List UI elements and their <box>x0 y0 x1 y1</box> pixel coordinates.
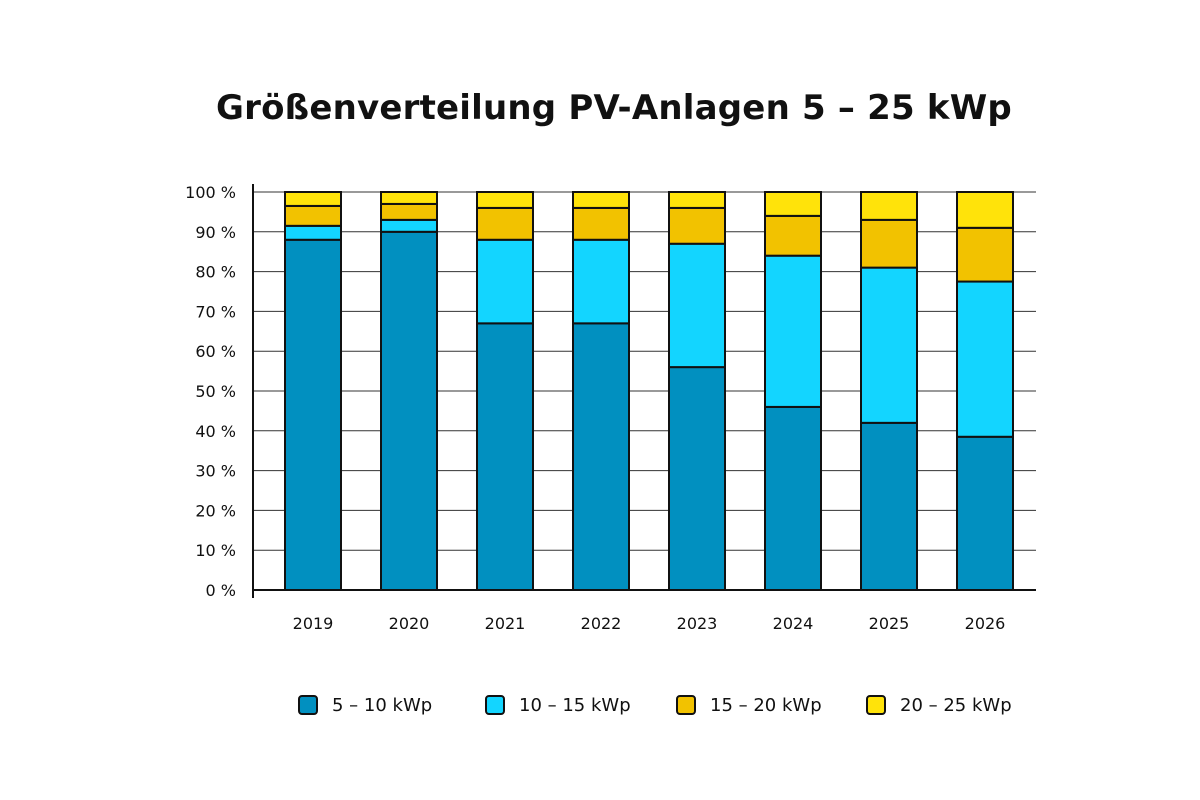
bar-segment <box>572 191 630 209</box>
bar-segment <box>284 204 342 227</box>
bar-segment <box>860 191 918 221</box>
bar-segment <box>860 266 918 424</box>
y-tick-label: 70 % <box>195 302 236 321</box>
legend-item: 5 – 10 kWp <box>298 690 432 720</box>
bar-segment <box>476 238 534 325</box>
y-tick-label: 20 % <box>195 501 236 520</box>
x-tick-label: 2024 <box>773 614 814 633</box>
legend: 5 – 10 kWp 10 – 15 kWp 15 – 20 kWp 20 – 25 … <box>0 690 1200 720</box>
y-tick-label: 50 % <box>195 382 236 401</box>
bar-segment <box>476 322 534 591</box>
bar-segment <box>380 218 438 233</box>
y-tick-label: 30 % <box>195 462 236 481</box>
x-tick-label: 2020 <box>389 614 430 633</box>
stacked-bar-chart: 0 % 10 % 20 % 30 % 40 % 50 % 60 % 70 % 80 % 90 % 1… <box>185 183 1036 633</box>
legend-swatch <box>866 695 886 715</box>
y-tick-label: 40 % <box>195 422 236 441</box>
bar-segment <box>284 224 342 241</box>
bar-segment <box>668 206 726 245</box>
bar-segment <box>476 191 534 209</box>
bar-segment <box>764 405 822 592</box>
x-tick-label: 2023 <box>677 614 718 633</box>
y-tick-labels: 0 % 10 % 20 % 30 % 40 % 50 % 60 % 70 % 80 % 90 % 1… <box>185 183 236 600</box>
legend-swatch <box>298 695 318 715</box>
bar-segment <box>764 214 822 257</box>
legend-swatch <box>676 695 696 715</box>
bar-segment <box>380 202 438 221</box>
bar-segment <box>956 226 1014 283</box>
legend-label: 15 – 20 kWp <box>710 694 822 716</box>
bar-segment <box>668 366 726 591</box>
x-tick-label: 2026 <box>965 614 1006 633</box>
y-tick-label: 10 % <box>195 541 236 560</box>
x-tick-label: 2022 <box>581 614 622 633</box>
bar-segment <box>956 280 1014 438</box>
bar-segment <box>956 191 1014 229</box>
bar-segment <box>572 206 630 241</box>
y-tick-label: 100 % <box>185 183 236 202</box>
gridlines <box>253 191 1036 551</box>
bar-segment <box>764 191 822 217</box>
bar-segment <box>476 206 534 241</box>
bar-segment <box>668 191 726 209</box>
legend-item: 10 – 15 kWp <box>485 690 631 720</box>
axes <box>252 184 1036 598</box>
bar-segment <box>860 421 918 591</box>
legend-label: 10 – 15 kWp <box>519 694 631 716</box>
bar-segment <box>284 238 342 591</box>
x-tick-labels: 2019 2020 2021 2022 2023 2024 2025 2026 <box>293 614 1006 633</box>
legend-label: 5 – 10 kWp <box>332 694 433 716</box>
bar-segment <box>860 218 918 269</box>
chart-title: Größenverteilung PV-Anlagen 5 – 25 kWp <box>216 88 1012 128</box>
bar-segment <box>380 191 438 205</box>
bar-segment <box>572 322 630 591</box>
bar-segment <box>764 254 822 408</box>
y-tick-label: 90 % <box>195 223 236 242</box>
y-tick-label: 80 % <box>195 263 236 282</box>
x-tick-label: 2019 <box>293 614 334 633</box>
legend-label: 20 – 25 kWp <box>900 694 1012 716</box>
bar-segment <box>572 238 630 325</box>
y-tick-label: 60 % <box>195 342 236 361</box>
y-tick-label: 0 % <box>206 581 236 600</box>
x-tick-label: 2021 <box>485 614 526 633</box>
bars <box>284 191 1014 592</box>
bar-segment <box>956 435 1014 591</box>
legend-item: 20 – 25 kWp <box>866 690 1012 720</box>
bar-segment <box>284 191 342 207</box>
legend-item: 15 – 20 kWp <box>676 690 822 720</box>
bar-segment <box>380 230 438 592</box>
bar-segment <box>668 242 726 369</box>
x-tick-label: 2025 <box>869 614 910 633</box>
legend-swatch <box>485 695 505 715</box>
